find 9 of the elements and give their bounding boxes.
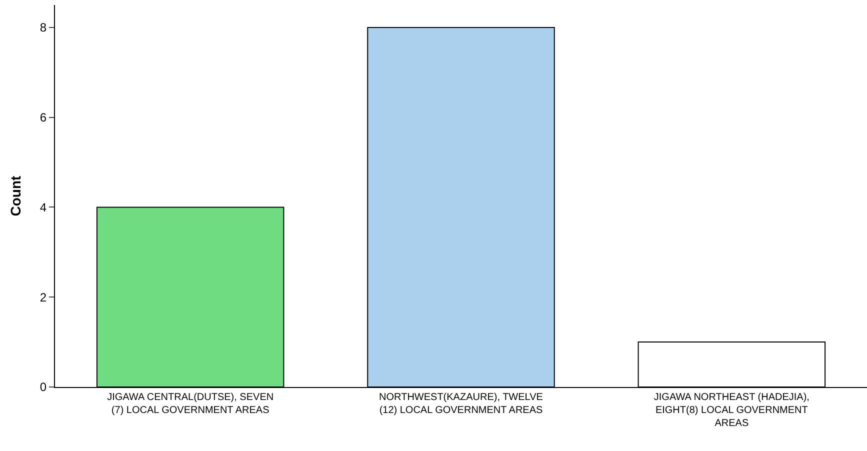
- y-tick-label: 4: [40, 200, 47, 214]
- y-tick-label: 0: [40, 380, 47, 394]
- x-tick-label: NORTHWEST(KAZAURE), TWELVE (12) LOCAL GOVERNMENT AREAS: [379, 392, 544, 416]
- x-tick-label: JIGAWA NORTHEAST (HADEJIA), EIGHT(8) LOCAL GOVERNMENT AREAS: [654, 392, 810, 429]
- y-axis-title: Count: [8, 175, 24, 216]
- y-tick-label: 2: [40, 290, 47, 304]
- y-tick-label: 6: [40, 110, 47, 125]
- x-tick-label: JIGAWA CENTRAL(DUTSE), SEVEN (7) LOCAL GOVERNMENT AREAS: [107, 392, 274, 416]
- y-tick-label: 8: [40, 20, 47, 35]
